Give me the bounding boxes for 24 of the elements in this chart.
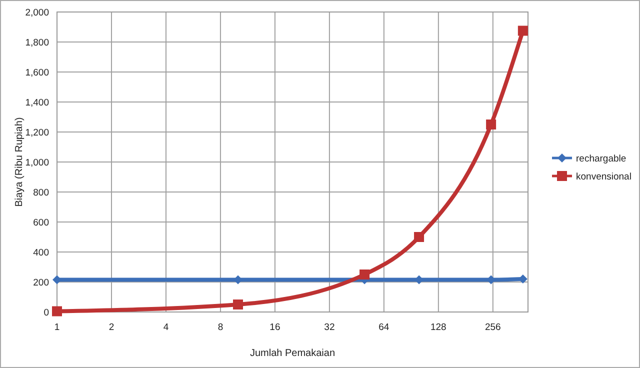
x-tick-label: 8 <box>218 322 224 333</box>
y-axis-title: Biaya (Ribu Rupiah) <box>14 117 25 207</box>
y-tick-label: 1,600 <box>25 67 49 78</box>
x-axis-title: Jumlah Pemakaian <box>250 348 336 359</box>
y-tick-label: 1,400 <box>25 97 49 108</box>
y-tick-label: 1,800 <box>25 37 49 48</box>
legend-label: konvensional <box>576 171 632 182</box>
x-tick-label: 32 <box>324 322 335 333</box>
y-tick-label: 1,200 <box>25 127 49 138</box>
y-tick-label: 400 <box>33 247 49 258</box>
y-tick-label: 1,000 <box>25 157 49 168</box>
y-tick-label: 200 <box>33 277 49 288</box>
x-tick-label: 256 <box>484 322 501 333</box>
y-tick-label: 600 <box>33 217 49 228</box>
x-tick-label: 2 <box>108 322 114 333</box>
legend-label: rechargable <box>576 153 626 164</box>
x-tick-label: 64 <box>378 322 390 333</box>
x-tick-label: 16 <box>270 322 280 333</box>
y-tick-label: 800 <box>33 187 49 198</box>
x-tick-label: 128 <box>430 322 446 333</box>
y-tick-label: 0 <box>44 307 49 318</box>
x-tick-label: 4 <box>163 322 169 333</box>
y-tick-label: 2,000 <box>25 7 49 18</box>
x-tick-label: 1 <box>54 322 60 333</box>
